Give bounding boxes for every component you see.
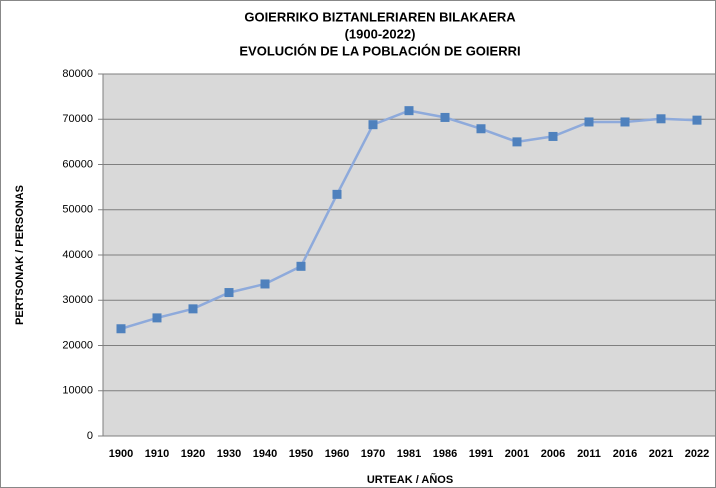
data-point <box>116 324 126 334</box>
data-point <box>548 131 558 141</box>
y-tick-label: 30000 <box>62 294 93 306</box>
x-tick-label: 2006 <box>541 448 565 460</box>
x-tick-label: 1960 <box>325 448 349 460</box>
data-point <box>332 189 342 199</box>
data-point <box>476 124 486 134</box>
x-tick-label: 1920 <box>181 448 205 460</box>
data-point <box>440 112 450 122</box>
x-tick-label: 2016 <box>613 448 637 460</box>
data-point <box>368 120 378 130</box>
y-axis-label: PERTSONAK / PERSONAS <box>14 185 26 325</box>
data-point <box>296 261 306 271</box>
data-point <box>404 106 414 116</box>
x-tick-label: 1991 <box>469 448 493 460</box>
x-tick-label: 1910 <box>145 448 169 460</box>
chart-title: EVOLUCIÓN DE LA POBLACIÓN DE GOIERRI <box>239 43 520 58</box>
data-point <box>692 115 702 125</box>
x-tick-label: 1930 <box>217 448 241 460</box>
x-tick-label: 1981 <box>397 448 421 460</box>
data-point <box>188 304 198 314</box>
data-point <box>620 117 630 127</box>
y-tick-label: 60000 <box>62 158 93 170</box>
x-tick-label: 1970 <box>361 448 385 460</box>
x-tick-label: 1950 <box>289 448 313 460</box>
x-tick-label: 2021 <box>649 448 673 460</box>
data-point <box>152 313 162 323</box>
x-tick-label: 1986 <box>433 448 457 460</box>
x-tick-label: 2001 <box>505 448 529 460</box>
y-tick-label: 80000 <box>62 68 93 80</box>
y-tick-label: 0 <box>87 430 93 442</box>
x-tick-label: 2011 <box>577 448 601 460</box>
y-tick-label: 70000 <box>62 113 93 125</box>
y-tick-label: 10000 <box>62 385 93 397</box>
data-point <box>512 137 522 147</box>
y-tick-label: 20000 <box>62 339 93 351</box>
data-point <box>656 114 666 124</box>
y-tick-label: 50000 <box>62 204 93 216</box>
x-tick-label: 1900 <box>109 448 133 460</box>
data-point <box>584 117 594 127</box>
data-point <box>224 288 234 298</box>
x-tick-label: 1940 <box>253 448 277 460</box>
y-tick-label: 40000 <box>62 249 93 261</box>
x-axis-label: URTEAK / AÑOS <box>367 473 453 486</box>
x-tick-label: 2022 <box>685 448 709 460</box>
chart-title: (1900-2022) <box>345 26 416 41</box>
chart-title: GOIERRIKO BIZTANLERIAREN BILAKAERA <box>244 9 516 24</box>
data-point <box>260 279 270 289</box>
